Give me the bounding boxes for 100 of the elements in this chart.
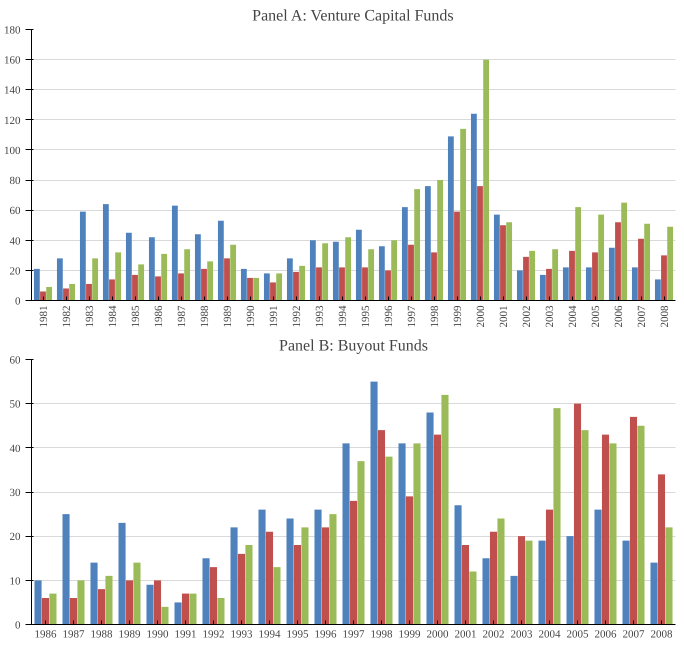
bar [42,598,50,624]
bar [332,242,339,300]
bar [516,270,523,300]
bar [273,567,281,624]
bar [258,510,266,624]
bar [62,514,70,624]
x-tick-label: 1995 [286,628,309,640]
bar [462,545,470,624]
bar [314,510,322,624]
x-tick-label: 2003 [510,628,533,640]
bar [126,232,132,300]
bar [202,558,210,624]
bar [598,214,604,300]
bar [174,602,182,624]
bar [368,249,374,300]
x-tick-label: 1982 [61,306,73,328]
bar [207,261,214,300]
bar [477,186,483,300]
bar [63,288,69,300]
y-tick-label: 160 [4,54,21,67]
bar [566,536,574,624]
x-tick-label: 1997 [406,305,418,328]
bar [497,518,505,624]
x-tick-label: 2001 [454,628,476,640]
bar [118,522,126,624]
y-tick-label: 20 [10,265,21,278]
bar [538,540,546,624]
bar [172,206,178,300]
x-tick-label: 1996 [383,305,395,328]
bar [594,510,602,624]
x-tick-label: 2006 [613,305,625,328]
bar [665,527,673,624]
x-tick-label: 1990 [146,628,169,640]
x-tick-label: 1993 [230,628,253,640]
bar [586,267,592,300]
bar [658,474,666,624]
bar [264,273,270,300]
x-tick-label: 1996 [314,628,337,640]
x-tick-label: 1987 [62,628,85,640]
y-tick-label: 40 [10,235,21,248]
bar [391,240,398,300]
bar [178,273,184,300]
x-tick-label: 1988 [199,305,211,328]
x-tick-label: 1989 [222,305,234,328]
bar [609,443,617,624]
bar [378,246,385,300]
x-tick-label: 1986 [153,305,165,328]
x-tick-label: 1994 [337,305,349,328]
x-tick-label: 1999 [398,628,421,640]
bar [644,224,650,300]
bar [510,576,518,624]
bar [218,220,224,300]
bar [70,598,78,624]
bar [90,562,98,624]
bar [408,244,414,300]
x-tick-label: 1998 [370,628,393,640]
x-tick-label: 1985 [130,305,142,328]
bar [357,461,365,624]
x-tick-label: 2005 [566,628,589,640]
bar [132,274,138,300]
bar [316,267,322,300]
bar [161,606,169,624]
x-tick-label: 1984 [107,305,119,328]
bar [217,598,225,624]
bar [138,264,144,300]
y-tick-label: 20 [10,531,21,544]
x-tick-label: 1997 [342,628,365,640]
x-tick-label: 1993 [314,305,326,328]
bar [133,562,141,624]
x-tick-label: 1992 [202,628,224,640]
bar [184,249,190,300]
x-tick-label: 2004 [538,628,561,640]
bar [482,558,490,624]
x-tick-label: 1994 [258,628,281,640]
y-tick-label: 0 [15,620,21,632]
y-tick-label: 180 [4,24,21,36]
bar [552,249,558,300]
x-tick-label: 1987 [176,305,188,328]
bar [650,562,658,624]
y-tick-label: 100 [4,144,21,157]
x-tick-label: 1998 [429,305,441,328]
y-tick-label: 50 [10,398,21,411]
bar [238,554,246,624]
x-tick-label: 1986 [34,628,57,640]
bar [667,226,674,300]
x-tick-label: 1999 [452,305,464,328]
y-tick-label: 30 [10,487,21,499]
bar [608,248,615,300]
x-tick-label: 1988 [90,628,113,640]
bar [245,545,253,624]
bar [385,456,393,624]
bar [294,545,302,624]
bar [546,510,554,624]
bar [230,244,236,300]
bar [77,580,85,624]
bar [115,252,122,300]
x-tick-label: 2002 [482,628,504,640]
bar [126,580,134,624]
bar [426,412,434,624]
x-tick-label: 1991 [174,628,196,640]
